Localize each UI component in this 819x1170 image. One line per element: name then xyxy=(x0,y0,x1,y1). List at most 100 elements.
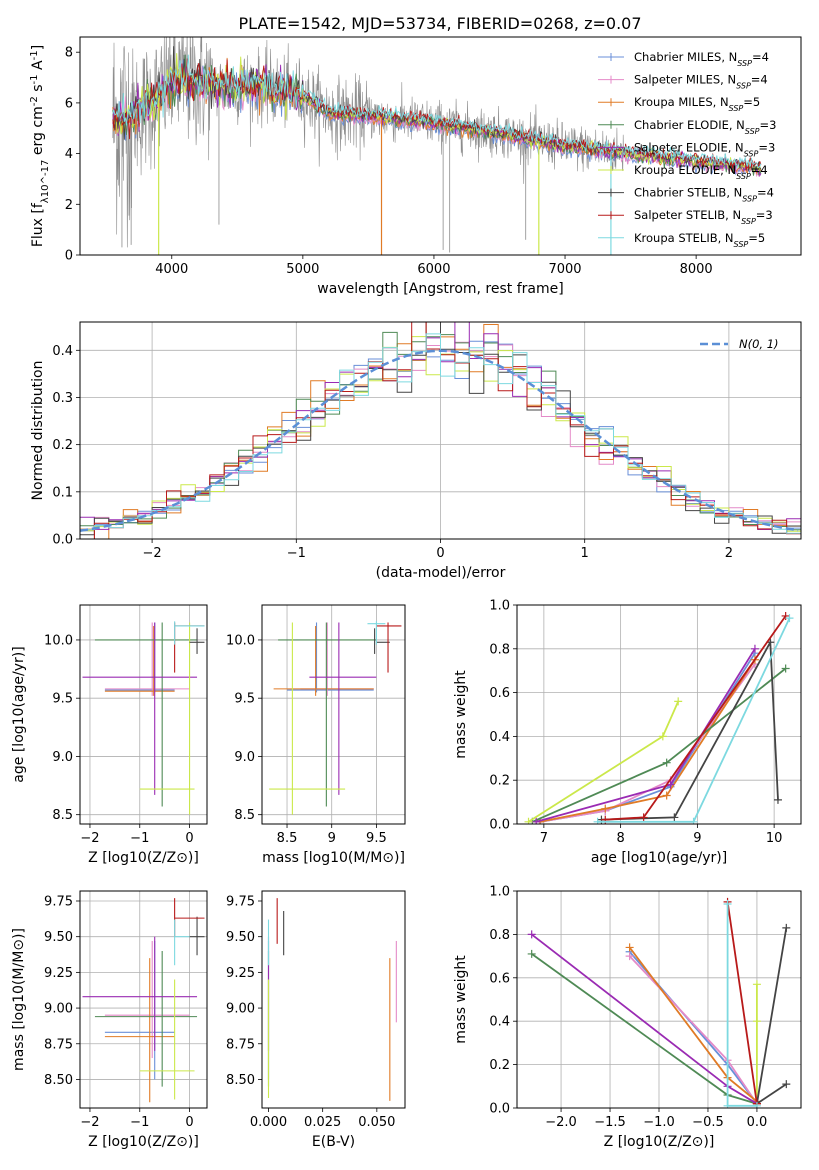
legend-entry-kroupa-elodie: Kroupa ELODIE, NSSP=4 xyxy=(598,163,768,181)
point-marker xyxy=(752,1101,761,1108)
errorbar-kroupa-stelib xyxy=(174,919,190,966)
point-marker xyxy=(785,614,794,623)
y-axis-label: Normed distribution xyxy=(30,361,46,501)
point-marker xyxy=(625,943,634,952)
x-tick-label: 0.0 xyxy=(747,1115,768,1130)
point-marker xyxy=(750,644,759,653)
point-marker xyxy=(781,664,790,673)
errorbar-salpeter-elodie xyxy=(82,936,198,1051)
x-tick-label: −1.5 xyxy=(594,1115,626,1130)
x-tick-label: 0.050 xyxy=(358,1115,395,1130)
errorbar-salpeter-elodie xyxy=(309,622,377,795)
gaussian-curve xyxy=(80,349,799,532)
point-marker xyxy=(662,758,671,767)
x-tick-label: 0 xyxy=(436,546,444,561)
errorbar-kroupa-miles xyxy=(104,625,175,696)
point-marker xyxy=(593,817,602,824)
y-tick-label: 10.0 xyxy=(226,633,255,648)
legend-entry-kroupa-stelib: Kroupa STELIB, NSSP=5 xyxy=(598,231,765,248)
y-tick-label: 0.2 xyxy=(489,774,510,789)
point-marker xyxy=(723,900,732,909)
x-tick-label: 9 xyxy=(328,831,336,846)
legend-entry-salpeter-elodie: Salpeter ELODIE, NSSP=3 xyxy=(598,140,775,158)
axes-age-vs-mass: 8.5 9 9.5 8.5 9.0 9.5 10.0 mass [log10(M/M⊙)] xyxy=(226,604,406,866)
y-tick-label: 9.75 xyxy=(44,894,73,909)
x-axis-label: Z [log10(Z/Z⊙)] xyxy=(88,1134,199,1150)
errorbar-kroupa-miles xyxy=(104,958,175,1103)
y-tick-label: 9.5 xyxy=(234,692,255,707)
x-axis-label: Z [log10(Z/Z⊙)] xyxy=(88,850,199,866)
y-tick-label: 9.0 xyxy=(52,750,73,765)
figure-title: PLATE=1542, MJD=53734, FIBERID=0268, z=0… xyxy=(238,14,641,33)
point-marker xyxy=(662,791,671,800)
x-tick-label: 9 xyxy=(693,831,701,846)
axes-frame xyxy=(79,890,208,1109)
errorbar-kroupa-elodie xyxy=(139,979,195,1100)
y-tick-label: 8.75 xyxy=(44,1037,73,1052)
series-salpeter-miles xyxy=(625,952,761,1108)
series-line xyxy=(539,652,756,823)
point-marker xyxy=(674,697,683,706)
point-marker xyxy=(752,1017,761,1026)
legend-label: Chabrier ELODIE, NSSP=3 xyxy=(634,118,776,136)
y-tick-label: 8.50 xyxy=(226,1073,255,1088)
axes-frame xyxy=(261,604,406,825)
point-marker xyxy=(782,923,791,932)
series-line xyxy=(539,663,756,823)
axis-frame-mass-vs-Z: −2 −1 0 8.50 8.75 9.00 9.25 9.50 9.75 Z [log10(Z/… xyxy=(11,890,208,1150)
plot-area-massweight-vs-age xyxy=(524,611,794,824)
series-line xyxy=(755,927,788,1106)
y-tick-label: 0.0 xyxy=(52,533,73,548)
y-tick-label: 0.0 xyxy=(489,818,510,833)
axes-age-vs-Z: −2 −1 0 8.5 9.0 9.5 10.0 Z [log10(Z/Z⊙)] age [lo… xyxy=(11,604,208,866)
y-tick-label: 0.0 xyxy=(489,1102,510,1117)
y-axis-label: mass [log10(M/M⊙)] xyxy=(11,928,27,1071)
y-tick-label: 9.25 xyxy=(44,966,73,981)
model-spectrum-kroupa-stelib xyxy=(112,54,762,170)
x-tick-label: 10 xyxy=(766,831,783,846)
y-tick-label: 4 xyxy=(65,147,73,162)
errorbar-chabrier-miles xyxy=(287,622,374,693)
series-salpeter-miles xyxy=(536,660,759,824)
point-marker xyxy=(601,804,610,813)
axes-residuals: −2 −1 0 1 2 0.0 0.1 0.2 0.3 0.4 (data-model)/error… xyxy=(30,321,802,581)
y-tick-label: 8 xyxy=(65,46,73,61)
axes-frame xyxy=(516,604,802,825)
point-marker xyxy=(639,813,648,822)
errorbar-salpeter-miles xyxy=(104,940,190,1059)
y-tick-label: 0.6 xyxy=(489,686,510,701)
x-axis-label: wavelength [Angstrom, rest frame] xyxy=(317,281,563,297)
x-tick-label: 0 xyxy=(185,831,193,846)
legend-label: Chabrier MILES, NSSP=4 xyxy=(634,50,769,68)
x-tick-label: 1 xyxy=(581,546,589,561)
series-salpeter-stelib xyxy=(723,897,761,1108)
series-kroupa-miles xyxy=(536,655,759,824)
point-marker xyxy=(527,949,536,958)
y-tick-label: 8.50 xyxy=(44,1073,73,1088)
axis-frame-massweight-vs-age: 7 8 9 10 0.0 0.2 0.4 0.6 0.8 1.0 age [log10(age/yr… xyxy=(453,599,802,866)
errorbar-chabrier-elodie xyxy=(94,622,198,807)
series-line xyxy=(539,659,756,823)
legend-gaussian: N(0, 1) xyxy=(700,337,779,351)
series-kroupa-stelib xyxy=(593,614,794,824)
y-tick-label: 8.75 xyxy=(226,1037,255,1052)
y-tick-label: 9.00 xyxy=(226,1002,255,1017)
legend-label: Kroupa MILES, NSSP=5 xyxy=(634,95,760,113)
legend-entry-salpeter-stelib: Salpeter STELIB, NSSP=3 xyxy=(598,208,773,226)
y-tick-label: 9.00 xyxy=(44,1002,73,1017)
axes-mass-vs-Z: −2 −1 0 8.50 8.75 9.00 9.25 9.50 9.75 Z [log10(Z/… xyxy=(11,890,208,1150)
axes-frame xyxy=(261,890,406,1109)
y-tick-label: 0.3 xyxy=(52,391,73,406)
axes-frame xyxy=(79,36,802,256)
y-tick-label: 0.8 xyxy=(489,642,510,657)
errorbar-chabrier-elodie xyxy=(278,622,377,807)
y-tick-label: 6 xyxy=(65,96,73,111)
series-line xyxy=(532,667,787,823)
y-tick-label: 8.5 xyxy=(52,808,73,823)
hist-kroupa-stelib xyxy=(80,333,801,534)
series-chabrier-elodie xyxy=(528,664,790,824)
point-marker xyxy=(532,817,541,824)
errorbar-chabrier-stelib xyxy=(189,628,205,654)
